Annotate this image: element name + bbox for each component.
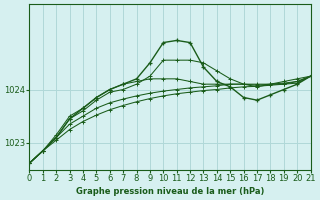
X-axis label: Graphe pression niveau de la mer (hPa): Graphe pression niveau de la mer (hPa) (76, 187, 264, 196)
